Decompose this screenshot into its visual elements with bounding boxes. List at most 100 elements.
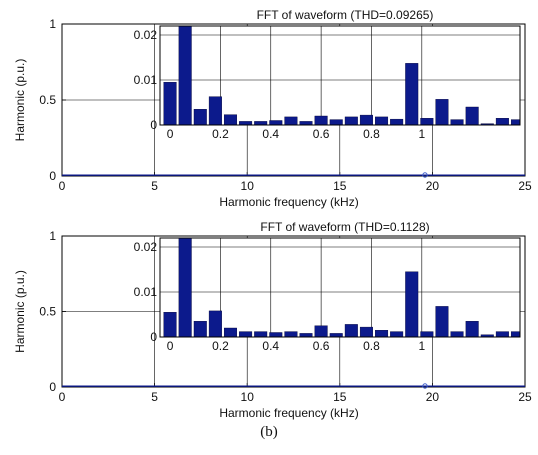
x-tick-label: 25 xyxy=(518,390,532,404)
inset-x-tick-label: 0.6 xyxy=(313,127,330,141)
inset-y-tick-label: 0 xyxy=(150,118,157,132)
y-tick-label: 0.5 xyxy=(39,93,56,107)
bar xyxy=(480,123,494,125)
inset-x-tick-label: 1 xyxy=(418,127,425,141)
bar xyxy=(344,324,358,337)
bar xyxy=(299,121,313,125)
inset-y-tick-label: 0.01 xyxy=(134,73,158,87)
bar xyxy=(480,334,494,337)
x-tick-label: 5 xyxy=(151,179,158,193)
chart-title: FFT of waveform (THD=0.09265) xyxy=(257,8,434,22)
bar xyxy=(254,331,268,337)
bar xyxy=(375,330,389,337)
x-tick-label: 25 xyxy=(518,179,532,193)
bar xyxy=(223,114,237,125)
bar xyxy=(299,333,313,337)
bar xyxy=(284,331,298,337)
bar xyxy=(193,109,207,125)
bar xyxy=(178,26,192,125)
fundamental-marker xyxy=(422,383,428,389)
bar xyxy=(193,321,207,337)
y-axis-label: Harmonic (p.u.) xyxy=(13,270,27,353)
bar xyxy=(465,321,479,337)
y-tick-label: 1 xyxy=(49,17,56,31)
x-axis-label: Harmonic frequency (kHz) xyxy=(219,195,358,209)
x-tick-label: 20 xyxy=(426,390,440,404)
bar xyxy=(359,326,373,337)
bar xyxy=(510,119,520,125)
inset-chart: 0 0.2 0.4 0.6 0.8 1 0 0.01 0.02 xyxy=(134,25,521,141)
bar xyxy=(390,118,404,125)
bar xyxy=(314,325,328,337)
y-tick-label: 0 xyxy=(49,169,56,183)
bar xyxy=(390,331,404,337)
bar xyxy=(208,310,222,337)
inset-x-tick-label: 0.4 xyxy=(262,339,279,353)
bar xyxy=(178,238,192,337)
x-axis-label: Harmonic frequency (kHz) xyxy=(219,406,358,420)
bar xyxy=(208,96,222,125)
y-tick-label: 0 xyxy=(49,380,56,394)
chart-title: FFT of waveform (THD=0.1128) xyxy=(260,220,429,234)
x-tick-label: 15 xyxy=(333,179,347,193)
inset-x-tick-label: 0.4 xyxy=(262,127,279,141)
bar xyxy=(435,306,449,337)
bar xyxy=(284,116,298,125)
bar xyxy=(435,99,449,125)
plot-frame xyxy=(61,235,526,388)
x-tick-label: 0 xyxy=(59,179,66,193)
fundamental-marker xyxy=(422,172,428,178)
bar xyxy=(465,106,479,125)
x-tick-label: 10 xyxy=(241,390,255,404)
bar xyxy=(329,119,343,125)
inset-x-tick-label: 1 xyxy=(418,339,425,353)
bar xyxy=(269,120,283,125)
inset-x-tick-label: 0.6 xyxy=(313,339,330,353)
inset-chart: 0 0.2 0.4 0.6 0.8 1 0 0.01 0.02 xyxy=(134,237,521,353)
x-tick-label: 20 xyxy=(426,179,440,193)
y-tick-label: 0.5 xyxy=(39,305,56,319)
bar xyxy=(314,115,328,125)
bar xyxy=(510,331,520,337)
bar xyxy=(223,327,237,337)
bar xyxy=(254,121,268,125)
inset-bars xyxy=(163,238,520,337)
inset-frame xyxy=(159,237,521,338)
inset-y-tick-label: 0 xyxy=(150,330,157,344)
bar xyxy=(359,114,373,125)
bar xyxy=(163,82,177,125)
figure-caption: (b) xyxy=(260,424,278,440)
bar xyxy=(495,118,509,125)
bar xyxy=(450,119,464,125)
x-tick-label: 5 xyxy=(151,390,158,404)
bar xyxy=(495,331,509,337)
bar xyxy=(420,118,434,125)
bar xyxy=(329,333,343,337)
inset-x-tick-label: 0.8 xyxy=(363,339,380,353)
inset-x-tick-label: 0.2 xyxy=(212,339,229,353)
bar xyxy=(269,332,283,337)
inset-x-tick-label: 0 xyxy=(167,339,174,353)
bar xyxy=(420,331,434,337)
inset-x-tick-label: 0 xyxy=(167,127,174,141)
bar xyxy=(239,331,253,337)
x-tick-label: 15 xyxy=(333,390,347,404)
inset-y-tick-label: 0.02 xyxy=(134,240,158,254)
inset-x-tick-label: 0.8 xyxy=(363,127,380,141)
plot-frame xyxy=(61,23,526,177)
x-tick-label: 0 xyxy=(59,390,66,404)
y-axis-label: Harmonic (p.u.) xyxy=(13,59,27,142)
bar xyxy=(405,271,419,337)
bar xyxy=(405,63,419,125)
inset-x-tick-label: 0.2 xyxy=(212,127,229,141)
bar xyxy=(163,312,177,337)
bar xyxy=(375,116,389,125)
y-tick-label: 1 xyxy=(49,229,56,243)
bar xyxy=(344,116,358,125)
bar xyxy=(239,121,253,125)
bar xyxy=(450,331,464,337)
inset-frame xyxy=(159,25,521,126)
